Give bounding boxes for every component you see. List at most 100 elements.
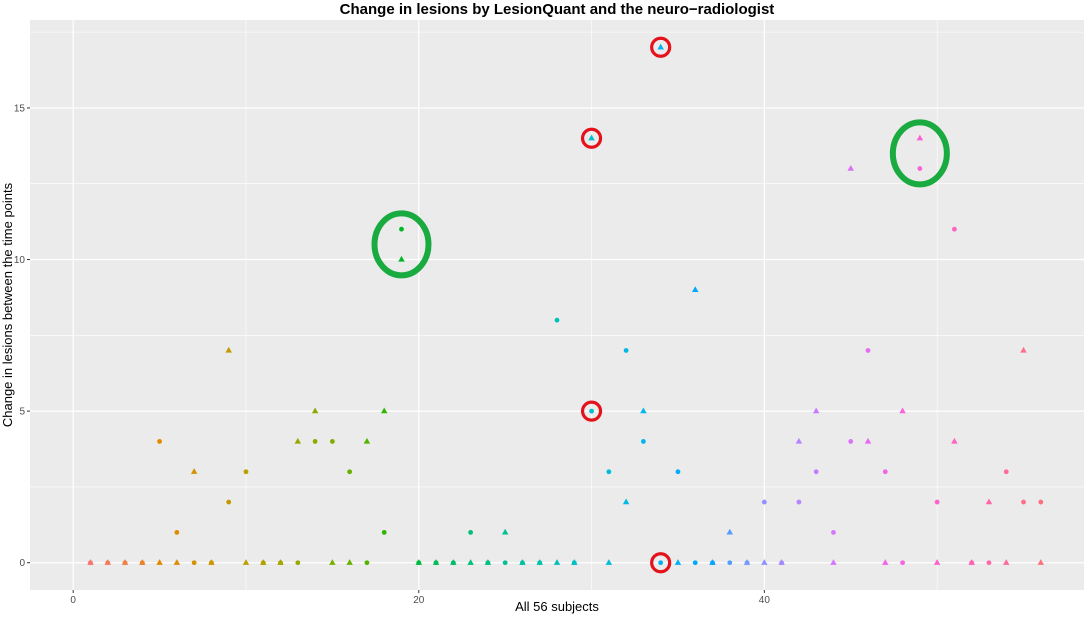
triangle-point [726,528,734,535]
circle-point [191,560,197,566]
circle-point [986,560,992,566]
circle-point [502,560,508,566]
circle-point [278,560,283,566]
circle-point [312,439,318,444]
circle-point [640,439,646,444]
chart-title: Change in lesions by LesionQuant and the… [340,1,775,18]
data-points [87,43,1045,566]
y-axis-label: Change in lesions between the time point… [0,182,15,427]
triangle-point [933,559,941,565]
axes: 0 20 40 0 5 10 15 [14,103,770,606]
circle-point [606,469,612,475]
circle-point [364,560,370,566]
circle-point [209,560,214,566]
triangle-point [640,407,647,414]
circle-point [416,560,422,566]
circle-point [485,560,491,566]
triangle-point [294,437,302,444]
triangle-point [899,407,906,414]
circle-point [520,560,525,566]
minor-gridlines [30,20,1084,590]
triangle-point [882,559,889,565]
circle-point [900,560,905,566]
circle-point [934,499,940,505]
triangle-point [1003,559,1010,565]
y-tick-label: 15 [14,103,26,114]
circle-point [761,499,767,505]
triangle-point [795,437,803,444]
red-highlight-circle [580,127,603,149]
circle-point [744,560,750,566]
green-highlight-ellipse [889,119,950,188]
circle-point [623,348,629,353]
circle-point [882,469,888,475]
circle-point [260,560,266,566]
triangle-point [380,407,388,414]
y-tick-label: 0 [19,558,25,569]
x-tick-label: 20 [413,595,425,606]
red-highlight-circle [650,36,672,58]
x-tick-label: 0 [70,595,76,606]
triangle-point [657,43,664,50]
circle-point [917,166,923,171]
circle-point [848,439,854,444]
triangle-point [311,407,319,414]
triangle-point [864,437,872,444]
triangle-point [605,559,613,565]
circle-point [675,469,681,475]
circle-point [295,560,301,566]
x-axis-label: All 56 subjects [515,599,599,614]
circle-point [468,529,474,535]
circle-point [381,529,387,535]
triangle-point [173,559,181,565]
y-tick-label: 10 [14,255,26,266]
circle-point [450,560,456,566]
circle-point [243,469,249,475]
green-highlight-ellipse [371,210,432,279]
circle-point [329,439,335,444]
circle-point [433,560,439,566]
y-tick-label: 5 [19,407,25,418]
triangle-point [691,286,699,293]
circle-point [710,560,715,566]
triangle-point [674,559,682,565]
triangle-point [622,498,630,505]
circle-point [1003,469,1009,475]
circle-point [952,226,957,232]
triangle-point [346,559,353,565]
triangle-point [985,498,993,505]
circle-point [727,560,733,566]
circle-point [813,469,819,475]
triangle-point [225,346,232,353]
circle-point [537,560,543,566]
circle-point [796,499,802,505]
x-tick-label: 40 [759,595,771,606]
triangle-point [812,407,820,414]
circle-point [831,529,836,535]
circle-point [692,560,698,566]
circle-point [554,317,560,323]
circle-point [1021,499,1026,505]
triangle-point [588,134,595,141]
circle-point [399,226,404,232]
triangle-point [830,559,837,565]
circle-point [122,560,128,566]
red-highlight-circle [580,400,603,422]
circle-point [865,348,871,353]
triangle-point [761,559,768,565]
triangle-point [363,437,371,444]
red-highlight-circle [650,552,672,574]
circle-point [105,560,111,566]
circle-point [139,560,145,566]
circle-point [779,560,785,566]
circle-point [969,560,975,566]
triangle-point [467,559,474,565]
highlight-annotations [371,36,950,574]
circle-point [658,560,664,566]
triangle-point [847,164,854,171]
circle-point [226,499,232,505]
circle-point [589,408,594,414]
triangle-point [553,559,561,565]
major-gridlines [30,20,1084,590]
